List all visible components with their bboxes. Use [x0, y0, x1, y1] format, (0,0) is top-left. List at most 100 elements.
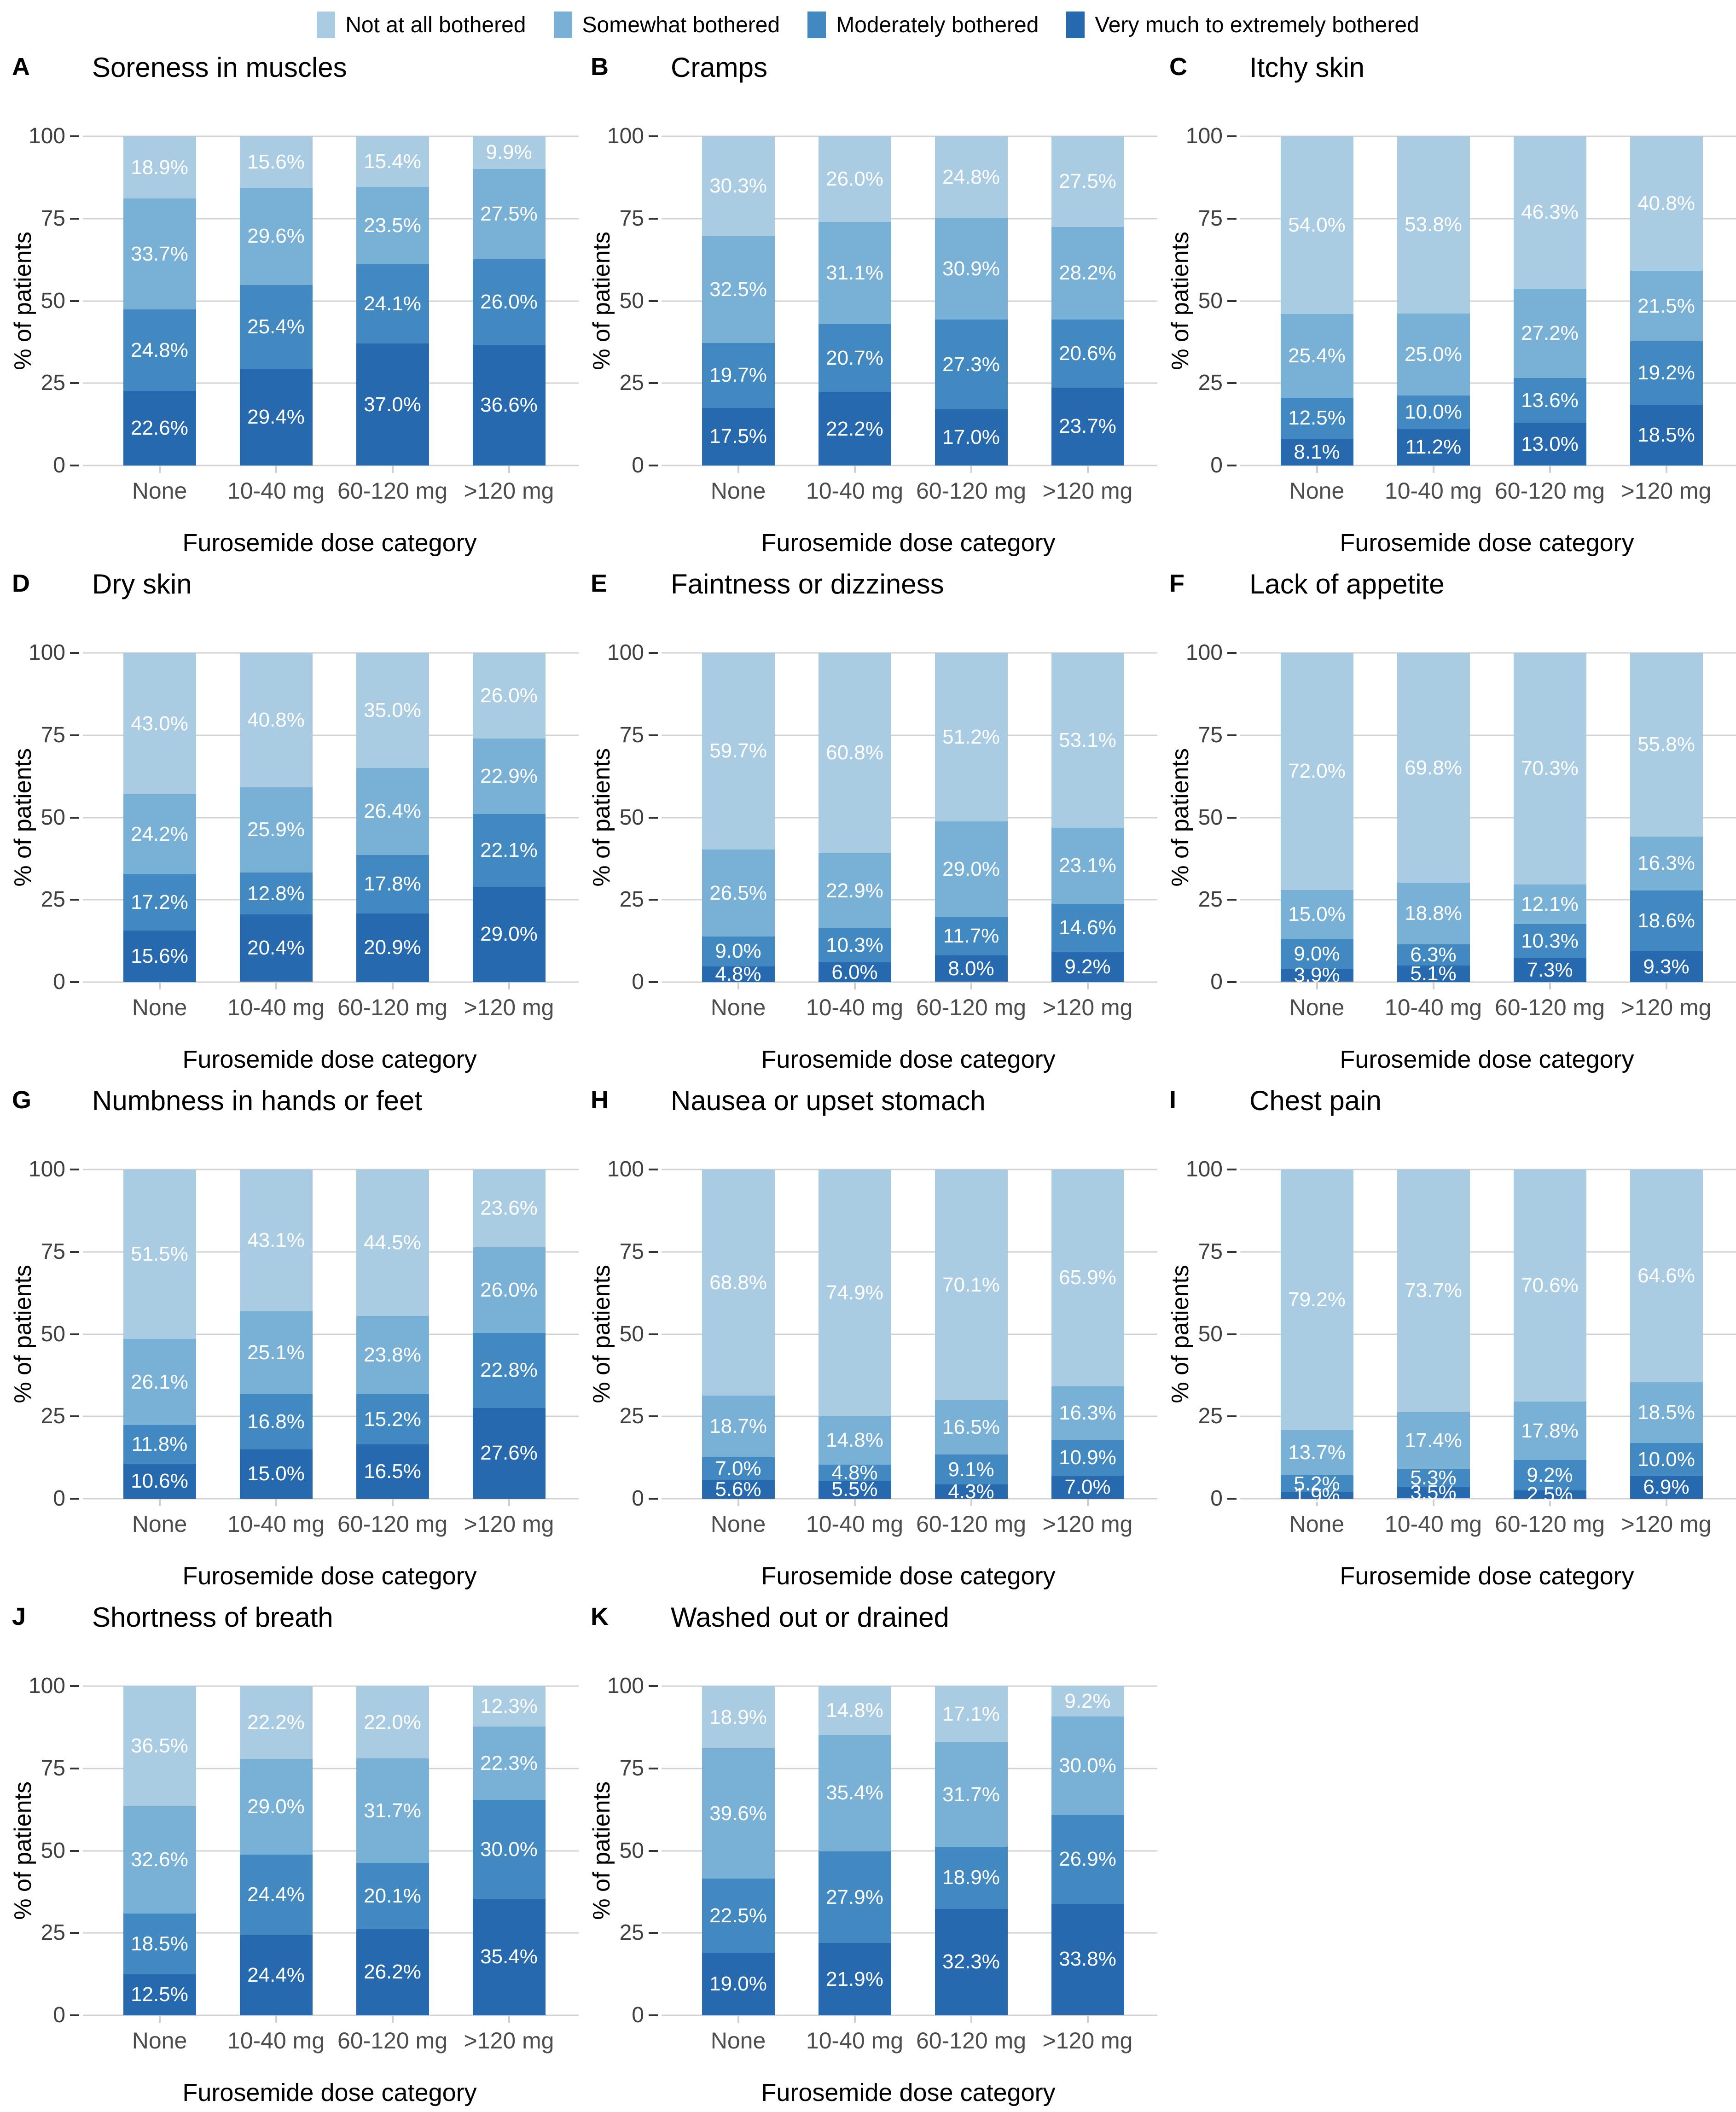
bar-slot: 12.3% 22.3% 30.0% 35.4% >120 mg — [451, 1686, 567, 2052]
x-tick-mark — [970, 465, 972, 473]
y-tick-mark — [649, 1850, 658, 1852]
x-tick-label: >120 mg — [1042, 478, 1133, 504]
chart-panel: B Cramps % of patients 0 25 50 75 100 30.3% 32… — [579, 44, 1157, 561]
x-tick-label: 10-40 mg — [227, 478, 325, 504]
bar-segment: 36.6% — [472, 345, 546, 465]
stacked-bar: 17.1% 31.7% 18.9% 32.3% — [935, 1686, 1008, 2015]
gridline — [662, 300, 1157, 302]
bar-segment-label: 16.3% — [1059, 1401, 1116, 1424]
panel-header: E Faintness or dizziness — [579, 561, 1157, 607]
bar-segment-label: 26.0% — [826, 167, 883, 190]
bar-segment: 17.4% — [1397, 1412, 1470, 1470]
plot-area: 0 25 50 75 100 18.9% 33.7% 24.8% 22.6% None 15.6% 2… — [29, 125, 579, 502]
legend-item: Not at all bothered — [317, 12, 526, 38]
y-tick-mark — [649, 1169, 658, 1170]
bar-segment: 9.0% — [702, 937, 775, 966]
y-tick-label: 25 — [619, 1404, 644, 1429]
bar-segment-label: 65.9% — [1059, 1266, 1116, 1289]
x-tick-label: >120 mg — [1621, 1511, 1712, 1537]
chart-panel: A Soreness in muscles % of patients 0 25 5… — [0, 44, 579, 561]
x-tick-mark — [737, 1499, 739, 1506]
bar-slot: 51.5% 26.1% 11.8% 10.6% None — [101, 1169, 218, 1536]
bar-segment: 30.0% — [1051, 1716, 1124, 1815]
y-axis-title: % of patients — [581, 1169, 623, 1499]
bar-segment: 22.2% — [818, 392, 891, 465]
y-tick-label: 25 — [1198, 371, 1223, 396]
bar-segment-label: 21.9% — [826, 1967, 883, 1990]
y-tick-mark — [1227, 465, 1237, 466]
plot-area: 0 25 50 75 100 30.3% 32.5% 19.7% 17.5% None 26.0% 3… — [607, 125, 1157, 502]
bar-segment-label: 17.5% — [709, 425, 767, 448]
x-tick-mark — [853, 982, 856, 989]
bar-segment: 9.2% — [1051, 952, 1124, 982]
bar-segment: 16.3% — [1630, 836, 1703, 890]
y-tick-mark — [649, 981, 658, 983]
y-tick-label: 100 — [1185, 1157, 1223, 1181]
x-tick-mark — [391, 1499, 394, 1506]
bar-segment: 22.5% — [702, 1879, 775, 1953]
bar-segment: 9.0% — [1280, 939, 1353, 969]
bar-segment: 11.2% — [1397, 428, 1470, 465]
bar-segment-label: 4.8% — [831, 1461, 878, 1484]
gridline — [662, 899, 1157, 901]
x-tick-label: 60-120 mg — [337, 995, 448, 1020]
bar-segment: 4.3% — [935, 1481, 1008, 1501]
y-tick-mark — [649, 1932, 658, 1934]
gridline — [83, 981, 579, 983]
bar-segment-label: 12.3% — [480, 1694, 538, 1717]
x-tick-label: None — [1289, 995, 1345, 1020]
x-axis-title: Furosemide dose category — [761, 2079, 1056, 2106]
y-tick-label: 100 — [28, 124, 65, 148]
bar-segment: 23.8% — [356, 1316, 429, 1395]
bar-segment-label: 24.8% — [131, 338, 188, 361]
bar-segment: 29.0% — [935, 821, 1008, 917]
bar-segment-label: 5.6% — [715, 1478, 761, 1501]
bar-segment-label: 12.8% — [247, 882, 305, 905]
bar-segment: 17.8% — [356, 855, 429, 913]
gridline — [83, 1498, 579, 1500]
bar-segment-label: 9.3% — [1643, 955, 1690, 978]
bar-segment-label: 22.9% — [480, 764, 538, 787]
bar-slot: 74.9% 14.8% 4.8% 5.5% 10-40 mg — [796, 1169, 913, 1536]
gridline — [83, 1685, 579, 1687]
y-tick-mark — [649, 2014, 658, 2016]
y-tick-label: 0 — [53, 453, 65, 477]
bar-segment-label: 54.0% — [1288, 214, 1346, 237]
bar-slot: 14.8% 35.4% 27.9% 21.9% 10-40 mg — [796, 1686, 913, 2052]
stacked-bar: 68.8% 18.7% 7.0% 5.6% — [702, 1169, 775, 1499]
bar-segment-label: 32.3% — [942, 1950, 1000, 1973]
bar-segment-label: 15.0% — [1288, 903, 1346, 926]
bar-segment-label: 60.8% — [826, 741, 883, 764]
stacked-bar: 18.9% 39.6% 22.5% 19.0% — [702, 1686, 775, 2015]
y-tick-label: 75 — [1198, 722, 1223, 747]
gridline — [1240, 218, 1736, 220]
bar-segment-label: 24.4% — [247, 1883, 305, 1906]
x-tick-label: None — [710, 2028, 766, 2054]
bar-segment: 22.9% — [818, 853, 891, 929]
y-tick-label: 25 — [41, 1404, 65, 1429]
gridline — [662, 1685, 1157, 1687]
gridline — [83, 1932, 579, 1934]
x-tick-mark — [737, 465, 739, 473]
x-tick-label: None — [132, 478, 187, 504]
bar-segment: 14.8% — [818, 1686, 891, 1735]
stacked-bar: 53.8% 25.0% 10.0% 11.2% — [1397, 136, 1470, 465]
gridline — [1240, 1169, 1736, 1170]
bar-segment-label: 12.5% — [1288, 407, 1346, 430]
x-axis-title: Furosemide dose category — [1340, 529, 1634, 557]
legend-swatch-icon — [553, 12, 572, 38]
y-tick-mark — [1227, 382, 1237, 384]
x-tick-mark — [391, 465, 394, 473]
bar-segment-label: 10.0% — [1637, 1448, 1695, 1471]
y-tick-mark — [649, 1333, 658, 1335]
bar-segment-label: 18.5% — [131, 1932, 188, 1955]
bar-segment-label: 20.4% — [247, 937, 305, 960]
bar-segment: 7.0% — [702, 1457, 775, 1480]
x-axis-title: Furosemide dose category — [761, 529, 1056, 557]
stacked-bar: 26.0% 22.9% 22.1% 29.0% — [472, 653, 546, 982]
bars-strip: 51.5% 26.1% 11.8% 10.6% None 43.1% 25.1% 16.8% 1… — [101, 1169, 567, 1536]
y-tick-mark — [1227, 1251, 1237, 1253]
x-tick-mark — [158, 465, 161, 473]
x-tick-mark — [1665, 982, 1667, 989]
